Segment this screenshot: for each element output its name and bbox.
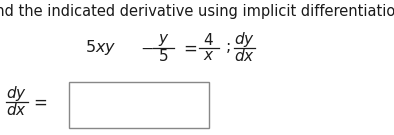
Text: $-$: $-$ <box>140 40 154 55</box>
Text: $dx$: $dx$ <box>234 48 255 64</box>
Text: $dy$: $dy$ <box>234 31 255 49</box>
Text: $;$: $;$ <box>225 40 231 55</box>
Text: $dx$: $dx$ <box>6 102 27 118</box>
Text: $x$: $x$ <box>203 48 215 63</box>
Text: $5xy$: $5xy$ <box>85 38 116 57</box>
Text: $=$: $=$ <box>30 93 47 111</box>
Text: $=$: $=$ <box>180 39 197 57</box>
Text: $5$: $5$ <box>158 48 169 64</box>
Text: $4$: $4$ <box>203 32 214 48</box>
Text: $y$: $y$ <box>158 32 169 48</box>
Text: $dy$: $dy$ <box>6 85 27 103</box>
Text: Find the indicated derivative using implicit differentiation.: Find the indicated derivative using impl… <box>0 4 394 19</box>
FancyBboxPatch shape <box>69 82 209 128</box>
